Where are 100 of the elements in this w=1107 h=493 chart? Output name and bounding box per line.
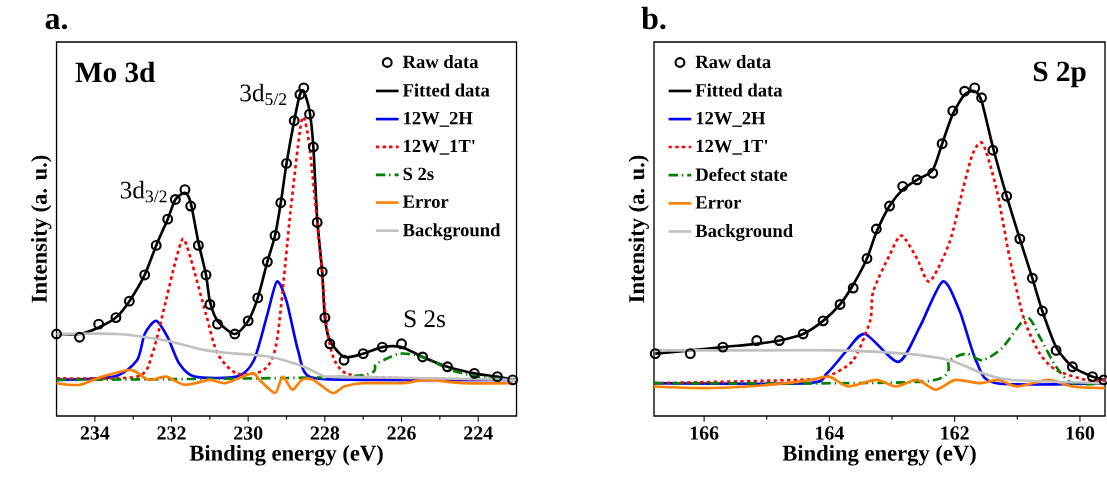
point	[396, 338, 407, 350]
point	[123, 295, 135, 307]
legend-label: Background	[402, 223, 501, 241]
point	[269, 230, 281, 242]
point	[192, 239, 204, 251]
point	[200, 269, 212, 281]
point	[252, 292, 264, 304]
point	[242, 315, 254, 327]
point	[1050, 344, 1062, 356]
text: Mo 3d	[75, 61, 156, 83]
legend-label: Error	[402, 195, 449, 208]
point	[281, 157, 292, 169]
point	[294, 89, 306, 100]
point	[1014, 233, 1026, 245]
point	[969, 82, 981, 94]
x-tick-label: 164	[816, 426, 844, 440]
point	[204, 299, 216, 310]
point	[947, 105, 959, 117]
legend-label: Raw data	[402, 55, 479, 69]
point	[649, 348, 661, 360]
point	[491, 371, 503, 383]
point	[261, 256, 273, 268]
point	[987, 144, 999, 156]
point	[229, 328, 241, 340]
point	[110, 312, 122, 324]
point	[319, 312, 331, 324]
point	[959, 85, 971, 97]
point	[684, 348, 696, 360]
point	[311, 216, 323, 228]
x-axis-title: Binding energy (eV)	[189, 444, 383, 466]
chart-title: b.	[641, 6, 666, 30]
point	[468, 367, 480, 379]
point	[884, 200, 895, 212]
legend-label: 12W_1T'	[404, 139, 475, 155]
point	[773, 335, 785, 346]
legend-label: 12W_1T'	[696, 139, 768, 155]
x-tick-label: 228	[310, 426, 340, 440]
point	[817, 315, 829, 327]
x-tick-label: 226	[387, 426, 416, 440]
point	[185, 200, 197, 212]
point	[507, 374, 519, 386]
point	[139, 269, 151, 281]
point	[1026, 272, 1038, 284]
point	[847, 282, 859, 294]
point	[357, 348, 369, 360]
point	[717, 341, 729, 353]
y-axis-title: Intensity (a. u.)	[628, 155, 649, 303]
point	[442, 361, 453, 373]
legend-label: Raw data	[695, 55, 771, 69]
y-axis-title: Intensity (a. u.)	[30, 155, 52, 303]
point	[179, 184, 191, 196]
legend-label: Defect state	[695, 167, 788, 181]
point	[417, 351, 429, 363]
point	[162, 213, 174, 225]
legend-label: Fitted data	[695, 83, 783, 97]
point	[897, 180, 909, 192]
point	[376, 341, 388, 353]
point	[834, 299, 846, 310]
point	[316, 266, 328, 278]
point	[1001, 190, 1013, 202]
point	[1087, 371, 1098, 383]
legend-label: S 2s	[403, 167, 434, 181]
legend-label: Fitted data	[402, 83, 490, 97]
x-tick-label: 160	[1066, 426, 1095, 440]
x-axis-title: Binding energy (eV)	[782, 444, 976, 466]
point	[307, 141, 319, 153]
point	[751, 335, 763, 346]
point	[797, 328, 809, 340]
point	[927, 167, 939, 179]
point	[338, 354, 350, 366]
x-tick-label: 234	[80, 426, 110, 440]
text: S 2p	[1033, 61, 1086, 88]
legend-label: 12W_2H	[696, 111, 766, 127]
point	[1066, 361, 1078, 373]
x-tick-label: 224	[464, 426, 493, 440]
annotation: 3d$_{3/2}$	[120, 180, 167, 203]
point	[150, 239, 162, 251]
point	[298, 82, 310, 94]
point	[51, 328, 62, 340]
legend-label: Background	[695, 224, 793, 242]
point	[1036, 305, 1048, 317]
legend-label: 12W_2H	[404, 111, 473, 127]
x-tick-label: 162	[941, 426, 969, 440]
legend-label: Error	[695, 196, 741, 209]
point	[911, 174, 923, 186]
point	[324, 338, 336, 350]
point	[74, 331, 85, 343]
point	[212, 318, 223, 330]
point	[870, 223, 882, 235]
point	[304, 108, 315, 120]
x-tick-label: 232	[157, 426, 186, 440]
chart-title: a.	[45, 13, 68, 30]
point	[861, 253, 873, 264]
point	[288, 115, 300, 127]
point	[936, 138, 948, 150]
point	[976, 92, 988, 104]
point	[169, 194, 181, 205]
annotation: 3d$_{5/2}$	[240, 83, 287, 106]
x-tick-label: 230	[234, 426, 263, 440]
annotation: S 2s	[404, 310, 445, 328]
